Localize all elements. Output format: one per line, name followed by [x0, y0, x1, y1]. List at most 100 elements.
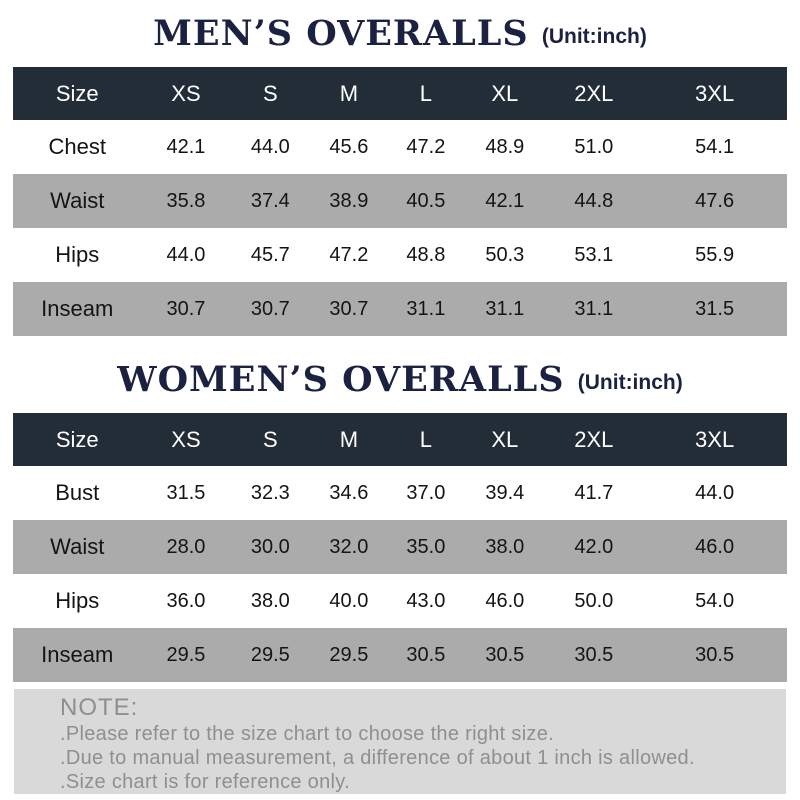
- mens-size-table: Size XS S M L XL 2XL 3XL Chest 42.1 44.0…: [13, 67, 787, 336]
- cell-value: 50.0: [574, 589, 614, 612]
- row-label: Chest: [48, 134, 106, 159]
- cell-value: 31.5: [695, 297, 735, 320]
- womens-table-header-row: Size XS S M L XL 2XL 3XL: [13, 413, 787, 466]
- cell-value: 41.7: [574, 481, 614, 504]
- cell-value: 37.0: [406, 481, 446, 504]
- womens-size-table: Size XS S M L XL 2XL 3XL Bust 31.5 32.3 …: [13, 413, 787, 682]
- cell-value: 44.8: [574, 189, 614, 212]
- cell-value: 44.0: [695, 481, 735, 504]
- column-header-l: L: [387, 413, 465, 466]
- cell-value: 29.5: [250, 643, 290, 666]
- column-header-3xl: 3XL: [642, 67, 787, 120]
- table-row-waist: Waist 35.8 37.4 38.9 40.5 42.1 44.8 47.6: [13, 174, 787, 228]
- cell-value: 55.9: [695, 243, 735, 266]
- cell-value: 44.0: [250, 135, 290, 158]
- cell-value: 29.5: [166, 643, 206, 666]
- cell-value: 54.0: [695, 589, 735, 612]
- table-row-hips: Hips 44.0 45.7 47.2 48.8 50.3 53.1 55.9: [13, 228, 787, 282]
- note-box: NOTE: .Please refer to the size chart to…: [14, 689, 786, 794]
- column-header-size: Size: [13, 413, 142, 466]
- column-header-xs: XS: [141, 67, 231, 120]
- mens-table-header-row: Size XS S M L XL 2XL 3XL: [13, 67, 787, 120]
- mens-section-title: MEN’S OVERALLS (Unit:inch): [0, 9, 800, 59]
- cell-value: 32.0: [329, 535, 369, 558]
- cell-value: 43.0: [406, 589, 446, 612]
- cell-value: 28.0: [166, 535, 206, 558]
- cell-value: 39.4: [485, 481, 525, 504]
- table-row-bust: Bust 31.5 32.3 34.6 37.0 39.4 41.7 44.0: [13, 466, 787, 520]
- cell-value: 44.0: [166, 243, 206, 266]
- cell-value: 32.3: [250, 481, 290, 504]
- cell-value: 35.8: [166, 189, 206, 212]
- cell-value: 38.9: [329, 189, 369, 212]
- cell-value: 31.1: [485, 297, 525, 320]
- cell-value: 42.0: [574, 535, 614, 558]
- mens-title-text: MEN’S OVERALLS: [153, 13, 529, 54]
- cell-value: 30.5: [406, 643, 446, 666]
- cell-value: 47.2: [329, 243, 369, 266]
- womens-unit-label: (Unit:inch): [577, 371, 683, 394]
- column-header-2xl: 2XL: [545, 67, 643, 120]
- cell-value: 42.1: [485, 189, 525, 212]
- cell-value: 38.0: [250, 589, 290, 612]
- note-line-3: .Size chart is for reference only.: [60, 771, 350, 793]
- table-row-hips: Hips 36.0 38.0 40.0 43.0 46.0 50.0 54.0: [13, 574, 787, 628]
- table-row-inseam: Inseam 30.7 30.7 30.7 31.1 31.1 31.1 31.…: [13, 282, 787, 336]
- note-line-2: .Due to manual measurement, a difference…: [60, 747, 695, 769]
- cell-value: 51.0: [574, 135, 614, 158]
- cell-value: 54.1: [695, 135, 735, 158]
- cell-value: 38.0: [485, 535, 525, 558]
- cell-value: 30.0: [250, 535, 290, 558]
- cell-value: 36.0: [166, 589, 206, 612]
- mens-unit-label: (Unit:inch): [541, 25, 647, 48]
- cell-value: 29.5: [329, 643, 369, 666]
- cell-value: 40.5: [406, 189, 446, 212]
- column-header-2xl: 2XL: [545, 413, 643, 466]
- cell-value: 35.0: [406, 535, 446, 558]
- table-row-inseam: Inseam 29.5 29.5 29.5 30.5 30.5 30.5 30.…: [13, 628, 787, 682]
- cell-value: 34.6: [329, 481, 369, 504]
- cell-value: 31.5: [166, 481, 206, 504]
- cell-value: 46.0: [695, 535, 735, 558]
- cell-value: 30.5: [574, 643, 614, 666]
- cell-value: 30.7: [250, 297, 290, 320]
- cell-value: 47.2: [406, 135, 446, 158]
- cell-value: 37.4: [250, 189, 290, 212]
- cell-value: 45.7: [250, 243, 290, 266]
- cell-value: 31.1: [574, 297, 614, 320]
- cell-value: 53.1: [574, 243, 614, 266]
- row-label: Waist: [50, 188, 105, 213]
- cell-value: 47.6: [695, 189, 735, 212]
- column-header-s: S: [230, 67, 311, 120]
- row-label: Inseam: [41, 642, 114, 667]
- cell-value: 40.0: [329, 589, 369, 612]
- cell-value: 30.5: [695, 643, 735, 666]
- cell-value: 30.7: [329, 297, 369, 320]
- column-header-m: M: [310, 413, 388, 466]
- cell-value: 30.5: [485, 643, 525, 666]
- note-line-1: .Please refer to the size chart to choos…: [60, 723, 555, 745]
- column-header-3xl: 3XL: [642, 413, 787, 466]
- column-header-xl: XL: [464, 67, 546, 120]
- womens-section-title: WOMEN’S OVERALLS (Unit:inch): [0, 355, 800, 405]
- table-row-waist: Waist 28.0 30.0 32.0 35.0 38.0 42.0 46.0: [13, 520, 787, 574]
- cell-value: 48.9: [485, 135, 525, 158]
- column-header-size: Size: [13, 67, 142, 120]
- row-label: Hips: [55, 242, 100, 267]
- row-label: Hips: [55, 588, 100, 613]
- womens-title-text: WOMEN’S OVERALLS: [117, 359, 565, 400]
- cell-value: 48.8: [406, 243, 446, 266]
- column-header-l: L: [387, 67, 465, 120]
- row-label: Bust: [55, 480, 100, 505]
- cell-value: 46.0: [485, 589, 525, 612]
- row-label: Waist: [50, 534, 105, 559]
- row-label: Inseam: [41, 296, 114, 321]
- table-row-chest: Chest 42.1 44.0 45.6 47.2 48.9 51.0 54.1: [13, 120, 787, 174]
- column-header-xl: XL: [464, 413, 546, 466]
- cell-value: 50.3: [485, 243, 525, 266]
- column-header-xs: XS: [141, 413, 231, 466]
- note-heading: NOTE:: [60, 694, 139, 721]
- cell-value: 42.1: [166, 135, 206, 158]
- cell-value: 31.1: [406, 297, 446, 320]
